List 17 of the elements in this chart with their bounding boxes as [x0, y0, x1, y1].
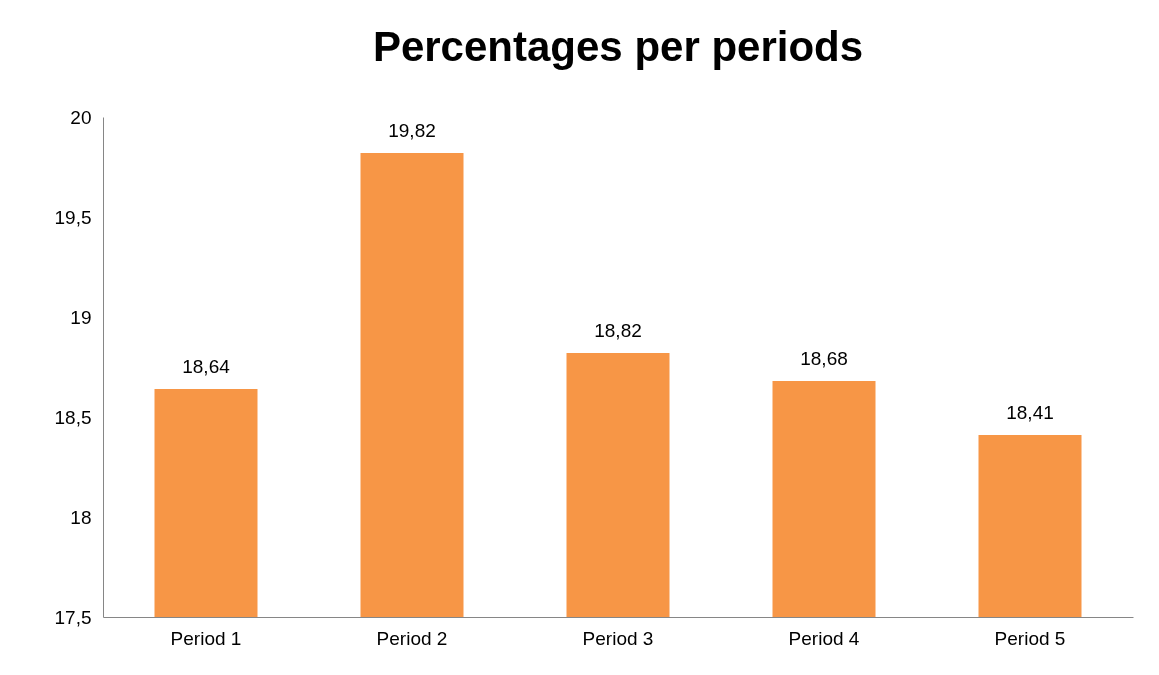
data-label: 18,41 [1006, 402, 1054, 423]
y-tick-label: 20 [70, 106, 92, 128]
chart-title: Percentages per periods [372, 23, 864, 70]
data-label: 18,68 [800, 348, 848, 369]
x-tick-label: Period 3 [582, 627, 654, 649]
y-tick-label: 17,5 [54, 606, 92, 628]
y-tick-label: 18 [70, 506, 92, 528]
y-tick-label: 19 [70, 306, 92, 328]
y-tick-label: 18,5 [54, 406, 92, 428]
x-tick-label: Period 2 [376, 627, 448, 649]
x-tick-label: Period 4 [788, 627, 860, 649]
data-label: 19,82 [388, 120, 436, 141]
y-tick-label: 19,5 [54, 206, 92, 228]
data-label: 18,82 [594, 320, 642, 341]
x-tick-label: Period 1 [170, 627, 242, 649]
data-label: 18,64 [182, 356, 231, 377]
x-tick-label: Period 5 [994, 627, 1066, 649]
